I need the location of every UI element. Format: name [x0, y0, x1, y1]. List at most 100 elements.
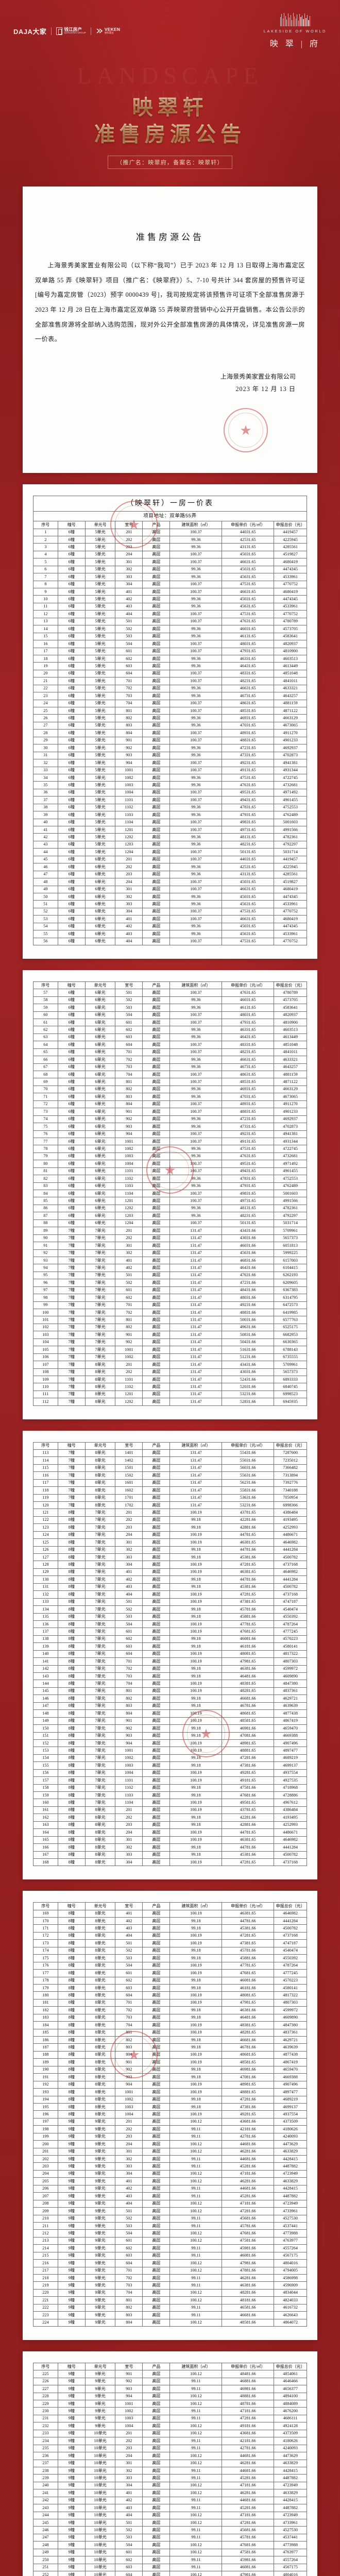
price-cell: 131.47 — [169, 1331, 223, 1339]
table-row: 113 7幢 8单元 1401 高层 131.47 55431.66 7287600 — [33, 1449, 307, 1458]
price-cell: 4752553 — [274, 803, 307, 812]
price-cell: 高层 — [142, 781, 171, 789]
price-cell: 47631.66 — [222, 1271, 275, 1280]
price-cell: 18 — [33, 654, 58, 663]
price-cell: 100.19 — [169, 1939, 223, 1947]
price-cell: 45031.65 — [222, 565, 275, 574]
table-row: 215 9幢 9单元 603 高层 99.11 46081.66 4567175 — [33, 2251, 307, 2260]
table-row: 43 6幢 5单元 1203 高层 99.36 48231.65 4792297 — [33, 840, 307, 849]
price-cell: 203 — [33, 2162, 58, 2171]
price-cell: 8幢 — [57, 1954, 86, 1962]
table-row: 32 6幢 5单元 904 高层 100.37 49231.65 4941381 — [33, 759, 307, 767]
price-cell: 高层 — [142, 1368, 171, 1376]
price-cell: 高层 — [142, 1642, 171, 1651]
price-cell: 9单元 — [84, 2422, 116, 2430]
price-cell: 45631.65 — [222, 930, 275, 938]
price-cell: 8单元 — [84, 2013, 116, 2022]
price-cell: 100.37 — [169, 1137, 223, 1146]
price-col-6: 建筑面积（㎡） — [169, 1902, 223, 1910]
price-cell: 6幢 — [57, 1190, 86, 1198]
price-cell: 82 — [33, 1175, 58, 1183]
table-row: 78 6幢 6单元 1002 高层 99.36 47531.65 4722745 — [33, 1145, 307, 1153]
price-cell: 45 — [33, 855, 58, 864]
price-cell: 1101 — [115, 1375, 143, 1384]
price-cell: 6幢 — [57, 1219, 86, 1228]
price-cell: 100.19 — [169, 1836, 223, 1844]
table-row: 64 6幢 6单元 604 高层 100.37 48331.65 4851048 — [33, 1041, 307, 1049]
price-cell: 46981.66 — [222, 1724, 275, 1733]
price-cell: 9幢 — [57, 2170, 86, 2178]
table-row: 111 7幢 8单元 1201 高层 131.47 53231.66 6998523 — [33, 1390, 307, 1399]
price-cell: 46831.66 — [222, 1256, 275, 1265]
price-cell: 8单元 — [84, 1375, 116, 1384]
price-cell: 48781.66 — [222, 2400, 275, 2408]
price-cell: 6单元 — [84, 930, 116, 938]
price-cell: 6幢 — [57, 543, 86, 551]
price-cell: 9幢 — [57, 2385, 86, 2393]
price-cell: 高层 — [142, 1004, 171, 1012]
price-cell: 8幢 — [57, 1799, 86, 1807]
price-cell: 8单元 — [84, 1858, 116, 1867]
price-cell: 136 — [33, 1620, 58, 1629]
table-row: 93 7幢 7单元 401 高层 131.47 46831.66 6157003 — [33, 1256, 307, 1265]
price-cell: 100.19 — [169, 1717, 223, 1725]
price-cell: 6幢 — [57, 803, 86, 812]
price-cell: 5031714 — [274, 848, 307, 856]
price-cell: 501 — [115, 1598, 143, 1606]
table-row: 160 8幢 7单元 1104 高层 100.19 49581.65 4967612 — [33, 1799, 307, 1807]
price-cell: 9单元 — [84, 2244, 116, 2252]
table-row: 235 9幢 10单元 203 高层 99.11 42781.66 4240093 — [33, 2444, 307, 2453]
price-cell: 100.37 — [169, 1197, 223, 1205]
price-cell: 99.36 — [169, 870, 223, 879]
price-cell: 9幢 — [57, 2511, 86, 2520]
price-cell: 8幢 — [57, 1924, 86, 1933]
price-cell: 44681.66 — [222, 2140, 275, 2148]
price-cell: 100.37 — [169, 1011, 223, 1019]
table-row: 118 7幢 8单元 1602 高层 131.47 55831.66 7340188 — [33, 1486, 307, 1495]
price-cell: 46981.66 — [222, 2065, 275, 2074]
price-cell: 99.18 — [169, 1665, 223, 1673]
price-cell: 高层 — [142, 2407, 171, 2415]
price-cell: 7单元 — [84, 1346, 116, 1354]
price-cell: 6单元 — [84, 1033, 116, 1042]
price-cell: 高层 — [142, 848, 171, 856]
price-cell: 100.19 — [169, 1931, 223, 1940]
table-row: 203 9幢 9单元 303 高层 99.11 45281.66 4487882 — [33, 2162, 307, 2171]
price-cell: 7单元 — [84, 1509, 116, 1517]
price-cell: 203 — [115, 543, 143, 551]
price-cell: 6幢 — [57, 602, 86, 611]
price-cell: 高层 — [142, 2444, 171, 2453]
table-row: 251 9幢 10单元 603 高层 99.11 46081.66 4567175 — [33, 2563, 307, 2572]
price-col-2: 幢号 — [57, 1442, 86, 1450]
price-cell: 57 — [33, 989, 58, 997]
table-row: 119 7幢 8单元 1701 高层 131.47 53631.66 7050954 — [33, 1494, 307, 1502]
price-cell: 48631.65 — [222, 1071, 275, 1079]
price-cell: 4603513 — [274, 1026, 307, 1034]
veken-logo-en: 维科置业 — [104, 31, 114, 35]
price-cell: 4537441 — [274, 2222, 307, 2230]
price-cell: 8幢 — [57, 1613, 86, 1621]
price-cell: 高层 — [142, 2377, 171, 2386]
price-cell: 高层 — [142, 1776, 171, 1785]
price-cell: 47981.65 — [222, 1998, 275, 2007]
price-cell: 801 — [115, 2028, 143, 2037]
price-cell: 46081.66 — [222, 2563, 275, 2572]
price-cell: 8单元 — [84, 1456, 116, 1465]
price-cell: 99.18 — [169, 1917, 223, 1925]
price-cell: 61 — [33, 1018, 58, 1027]
price-cell: 4699137 — [274, 2103, 307, 2111]
price-cell: 201 — [115, 1509, 143, 1517]
price-cell: 6幢 — [57, 1145, 86, 1153]
price-cell: 46631.65 — [222, 1056, 275, 1064]
price-cell: 133 — [33, 1598, 58, 1606]
price-cell: 44681.66 — [222, 2184, 275, 2193]
price-cell: 6 — [33, 565, 58, 574]
price-cell: 100.12 — [169, 2400, 223, 2408]
price-cell: 高层 — [142, 915, 171, 923]
price-cell: 高层 — [142, 2103, 171, 2111]
price-cell: 99.36 — [169, 692, 223, 700]
table-row: 105 7幢 7单元 1001 高层 131.47 51631.66 6788143 — [33, 1346, 307, 1354]
price-cell: 5单元 — [84, 759, 116, 767]
price-cell: 5单元 — [84, 751, 116, 760]
price-cell: 213 — [33, 2236, 58, 2245]
